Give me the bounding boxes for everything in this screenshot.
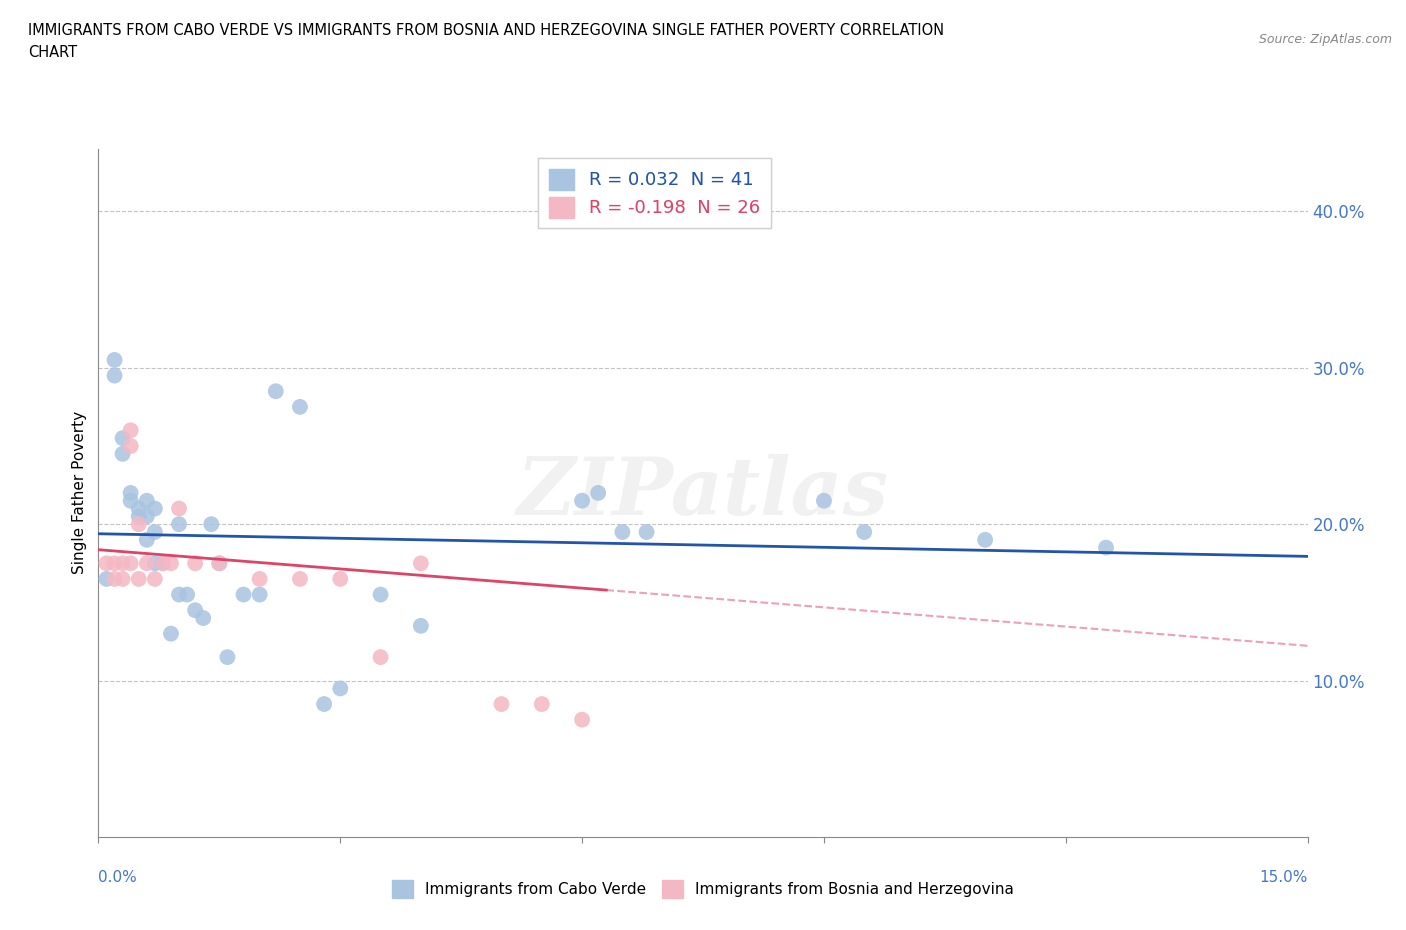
Text: Source: ZipAtlas.com: Source: ZipAtlas.com — [1258, 33, 1392, 46]
Point — [184, 556, 207, 571]
Point — [143, 556, 166, 571]
Point — [160, 626, 183, 641]
Point — [612, 525, 634, 539]
Point — [176, 587, 198, 602]
Point — [595, 212, 617, 227]
Point — [135, 509, 157, 524]
Point — [586, 485, 609, 500]
Point — [314, 697, 336, 711]
Point — [128, 571, 150, 587]
Point — [217, 650, 239, 665]
Point — [329, 571, 352, 587]
Point — [409, 556, 432, 571]
Point — [264, 384, 287, 399]
Point — [636, 525, 658, 539]
Point — [530, 697, 553, 711]
Point — [103, 368, 125, 383]
Point — [143, 571, 166, 587]
Point — [409, 618, 432, 633]
Point — [193, 611, 215, 626]
Point — [135, 532, 157, 547]
Point — [135, 493, 157, 508]
Point — [111, 446, 134, 461]
Point — [208, 556, 231, 571]
Text: 0.0%: 0.0% — [98, 870, 138, 884]
Point — [120, 556, 142, 571]
Point — [167, 517, 190, 532]
Point — [167, 587, 190, 602]
Point — [135, 556, 157, 571]
Point — [249, 587, 271, 602]
Point — [152, 556, 174, 571]
Text: 15.0%: 15.0% — [1260, 870, 1308, 884]
Point — [128, 509, 150, 524]
Point — [249, 571, 271, 587]
Point — [184, 603, 207, 618]
Point — [96, 571, 118, 587]
Legend: Immigrants from Cabo Verde, Immigrants from Bosnia and Herzegovina: Immigrants from Cabo Verde, Immigrants f… — [385, 874, 1021, 904]
Point — [200, 517, 222, 532]
Point — [571, 712, 593, 727]
Point — [143, 501, 166, 516]
Point — [853, 525, 876, 539]
Legend: R = 0.032  N = 41, R = -0.198  N = 26: R = 0.032 N = 41, R = -0.198 N = 26 — [538, 158, 770, 229]
Point — [111, 571, 134, 587]
Point — [288, 400, 311, 415]
Point — [128, 517, 150, 532]
Point — [491, 697, 513, 711]
Point — [813, 493, 835, 508]
Point — [120, 493, 142, 508]
Point — [974, 532, 997, 547]
Point — [329, 681, 352, 696]
Point — [103, 571, 125, 587]
Point — [232, 587, 254, 602]
Point — [96, 556, 118, 571]
Text: CHART: CHART — [28, 45, 77, 60]
Point — [111, 556, 134, 571]
Point — [120, 485, 142, 500]
Point — [370, 587, 392, 602]
Point — [160, 556, 183, 571]
Point — [288, 571, 311, 587]
Point — [120, 423, 142, 438]
Point — [128, 501, 150, 516]
Point — [167, 501, 190, 516]
Point — [370, 650, 392, 665]
Point — [208, 556, 231, 571]
Text: ZIPatlas: ZIPatlas — [517, 454, 889, 532]
Text: IMMIGRANTS FROM CABO VERDE VS IMMIGRANTS FROM BOSNIA AND HERZEGOVINA SINGLE FATH: IMMIGRANTS FROM CABO VERDE VS IMMIGRANTS… — [28, 23, 945, 38]
Point — [571, 493, 593, 508]
Point — [143, 525, 166, 539]
Point — [103, 352, 125, 367]
Point — [1095, 540, 1118, 555]
Point — [120, 439, 142, 454]
Point — [111, 431, 134, 445]
Point — [152, 556, 174, 571]
Y-axis label: Single Father Poverty: Single Father Poverty — [72, 411, 87, 575]
Point — [103, 556, 125, 571]
